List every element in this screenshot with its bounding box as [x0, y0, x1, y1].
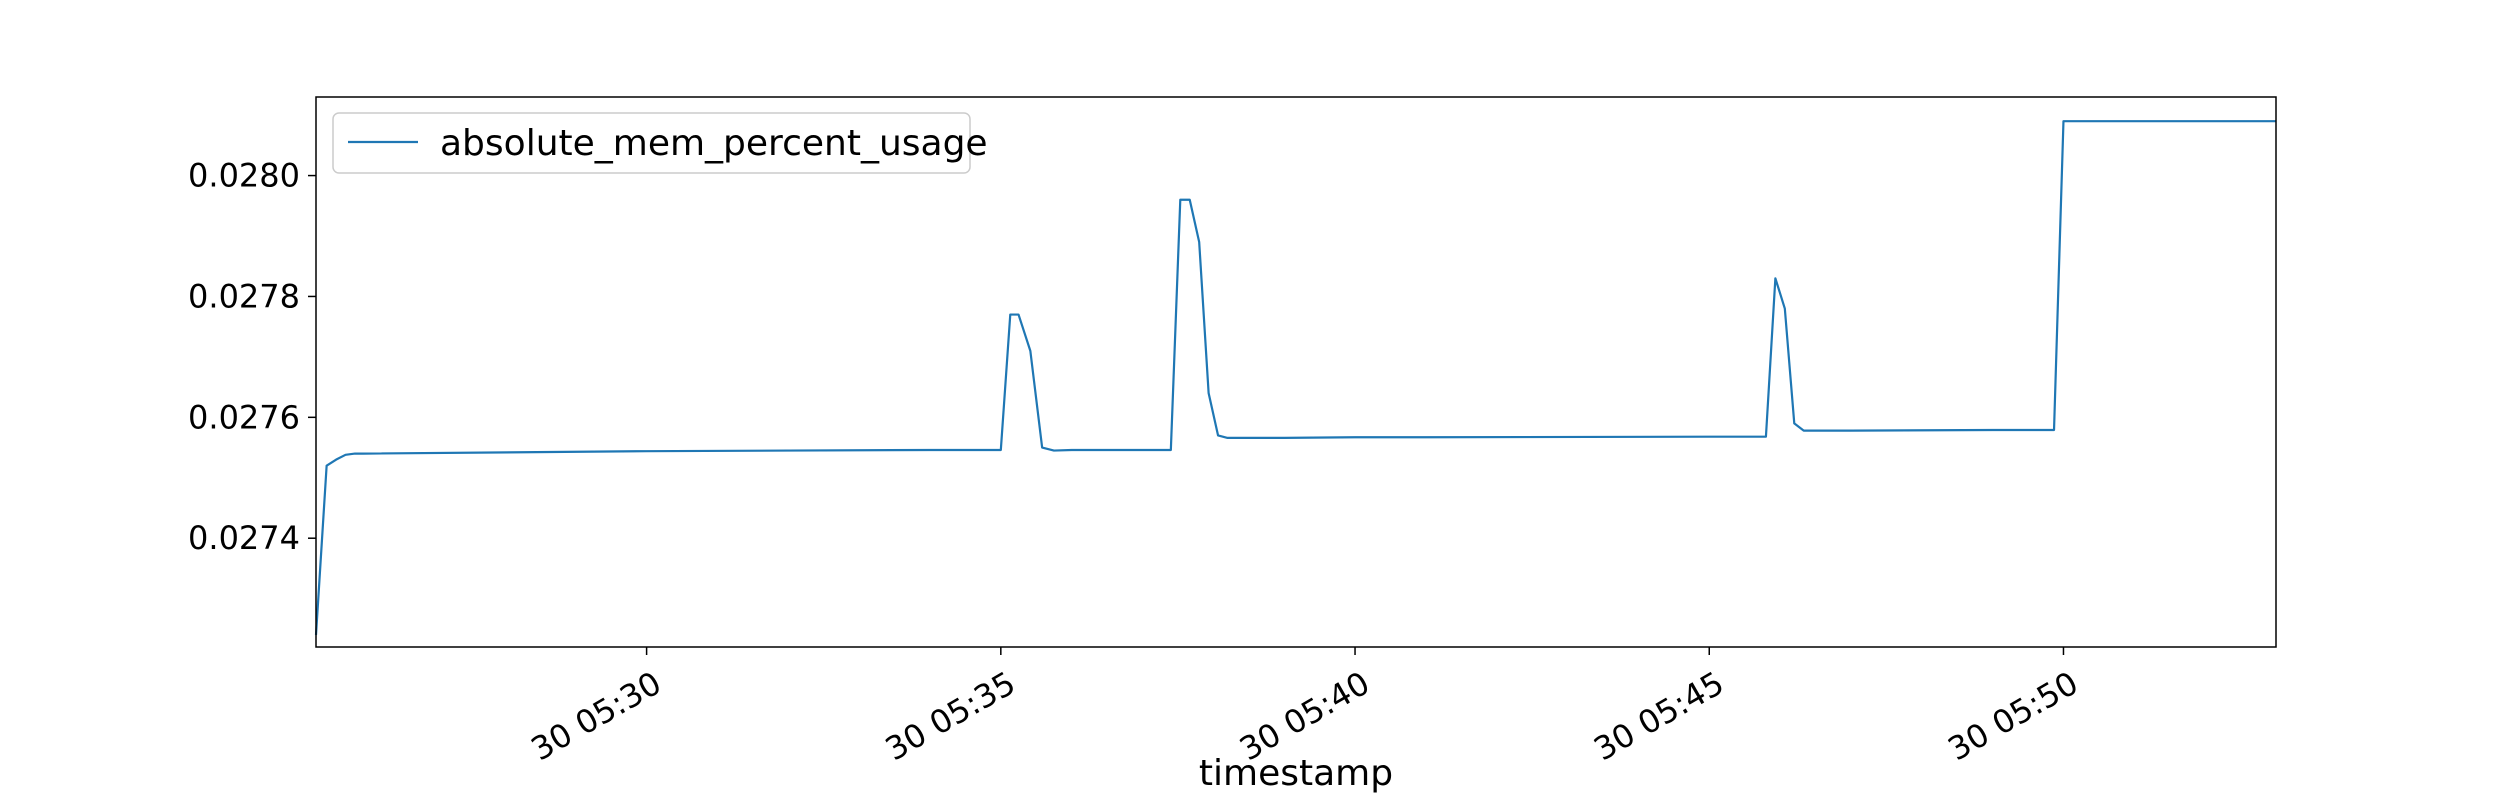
y-tick-label: 0.0280 — [188, 157, 300, 195]
legend: absolute_mem_percent_usage — [332, 112, 988, 174]
legend-label: absolute_mem_percent_usage — [440, 123, 988, 164]
legend-box — [332, 112, 971, 174]
y-tick-label: 0.0276 — [188, 398, 300, 436]
y-tick-label: 0.0278 — [188, 277, 300, 315]
series-line-absolute_mem_percent_usage — [314, 120, 2276, 635]
series-layer — [314, 120, 2276, 635]
y-tick-label: 0.0274 — [188, 519, 300, 557]
y-axis: 0.0274 0.0276 0.0278 0.0280 — [188, 157, 316, 557]
x-axis-title: timestamp — [1199, 753, 1393, 794]
plot-frame — [315, 96, 2277, 648]
